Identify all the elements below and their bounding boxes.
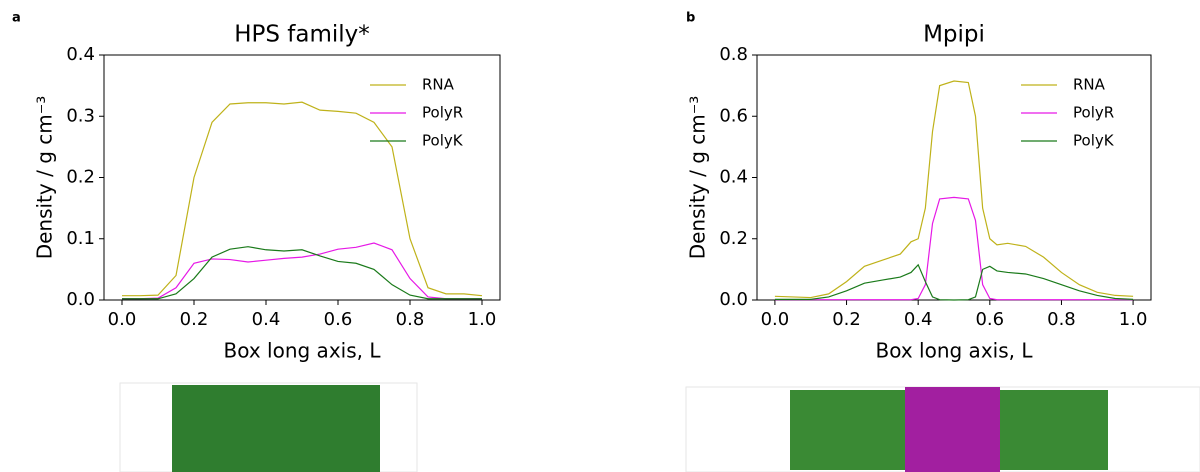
y-tick-label: 0.8 (719, 44, 748, 65)
panel-label: a (12, 11, 21, 26)
legend-label: RNA (1073, 76, 1106, 94)
x-tick-label: 0.8 (396, 309, 425, 330)
x-axis-label: Box long axis, L (876, 339, 1034, 363)
x-tick-label: 0.6 (324, 309, 353, 330)
figure: a b 0.0 0.2 0.4 0.6 0.8 1.0 0.0 0.1 0.2 0.3 0.4 HPS… (0, 0, 1200, 472)
chart-title: HPS family* (234, 22, 370, 48)
data-line (122, 243, 482, 299)
y-tick-label: 0.6 (719, 105, 748, 126)
x-axis-label: Box long axis, L (224, 339, 382, 363)
panel-label: b (686, 11, 695, 26)
x-tick-label: 0.4 (904, 309, 933, 330)
chart-title: Mpipi (923, 22, 985, 48)
y-axis-label: Density / g cm⁻³ (33, 96, 57, 260)
legend-label: PolyR (1073, 104, 1114, 122)
y-tick-label: 0.2 (66, 167, 95, 188)
snapshot-b (686, 387, 1200, 472)
x-tick-label: 0.0 (761, 309, 790, 330)
x-tick-label: 0.6 (975, 309, 1004, 330)
y-tick-label: 0.0 (719, 289, 748, 310)
legend-label: PolyK (422, 132, 464, 150)
x-tick-label: 0.0 (108, 309, 137, 330)
y-tick-label: 0.3 (66, 105, 95, 126)
y-tick-label: 0.0 (66, 289, 95, 310)
y-tick-label: 0.1 (66, 228, 95, 249)
x-tick-label: 0.2 (180, 309, 209, 330)
x-tick-label: 0.4 (252, 309, 281, 330)
legend-label: PolyR (422, 104, 463, 122)
x-tick-label: 1.0 (1119, 309, 1148, 330)
legend-label: RNA (422, 76, 455, 94)
x-tick-label: 0.8 (1047, 309, 1076, 330)
y-axis-label: Density / g cm⁻³ (686, 96, 710, 260)
y-tick-label: 0.2 (719, 228, 748, 249)
y-tick-label: 0.4 (719, 167, 748, 188)
y-tick-label: 0.4 (66, 44, 95, 65)
data-line (775, 265, 1133, 300)
x-tick-label: 1.0 (468, 309, 497, 330)
x-tick-label: 0.2 (832, 309, 861, 330)
legend-label: PolyK (1073, 132, 1115, 150)
snapshot-a (120, 383, 417, 472)
